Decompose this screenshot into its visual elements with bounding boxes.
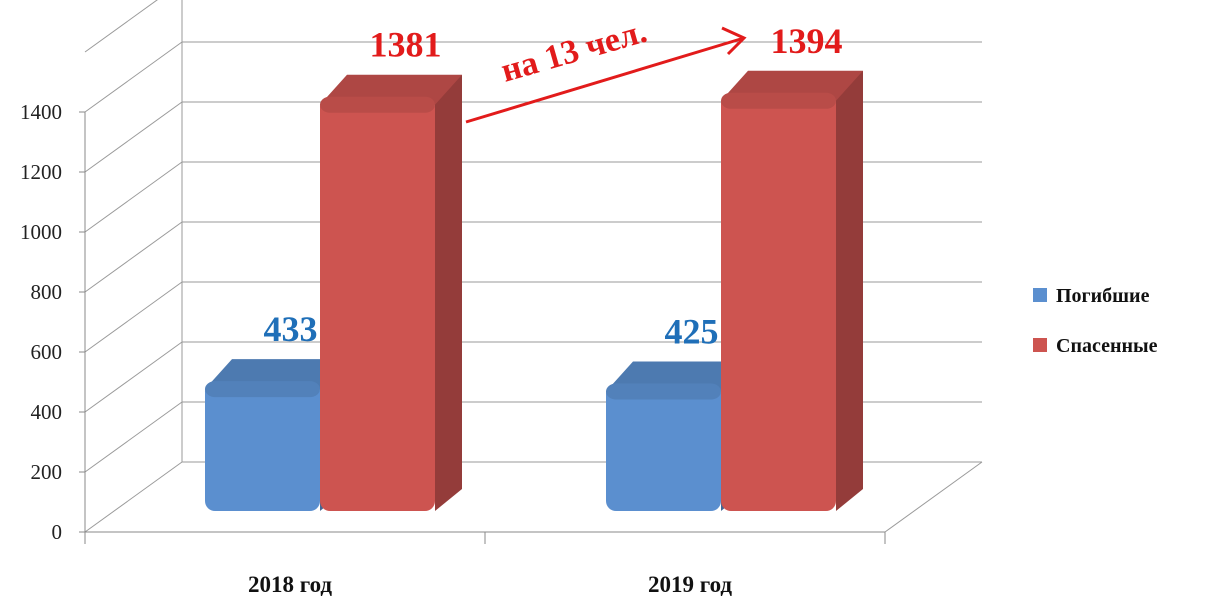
legend-swatch-spasennye [1033, 338, 1047, 352]
change-annotation: на 13 чел. [465, 13, 747, 124]
gridline-side [84, 161, 183, 233]
bar-front [205, 381, 320, 511]
data-label-spasennye-2018: 1381 [370, 25, 442, 65]
legend-swatch-pogibshie [1033, 288, 1047, 302]
gridline-side [84, 461, 183, 533]
legend-label-pogibshie: Погибшие [1056, 285, 1150, 307]
annotation-arrowhead [721, 26, 747, 56]
bar-front [721, 92, 836, 512]
y-tick-label: 800 [31, 280, 63, 304]
bar-cap [606, 383, 721, 400]
bar-cap [721, 92, 836, 109]
bar-cap [205, 381, 320, 398]
gridline-side [84, 341, 183, 413]
y-tick-label: 1400 [20, 100, 62, 124]
y-tick-label: 400 [31, 400, 63, 424]
y-tick-label: 1200 [20, 160, 62, 184]
chart-axes [79, 111, 886, 544]
bars [205, 70, 863, 512]
category-label-2019: 2019 год [648, 572, 732, 597]
gridline-side [84, 101, 183, 173]
category-label-2018: 2018 год [248, 572, 332, 597]
bar-front [320, 96, 435, 511]
gridline-side [84, 0, 158, 53]
data-labels: 433 425 1381 1394 [264, 21, 843, 352]
floor-edge [884, 461, 983, 533]
category-labels: 2018 год 2019 год [248, 572, 732, 597]
gridline-side [84, 281, 183, 353]
legend-label-spasennye: Спасенные [1056, 335, 1158, 357]
legend: Погибшие Спасенные [1033, 285, 1158, 357]
gridline-side [84, 401, 183, 473]
y-tick-label: 200 [31, 460, 63, 484]
y-tick-label: 0 [52, 520, 63, 544]
gridline-side [84, 41, 183, 113]
annotation-label: на 13 чел. [497, 13, 651, 90]
y-tick-label: 600 [31, 340, 63, 364]
data-label-spasennye-2019: 1394 [771, 21, 843, 61]
data-label-pogibshie-2018: 433 [264, 309, 318, 349]
y-tick-label: 1000 [20, 220, 62, 244]
bar-side [435, 74, 462, 511]
bar-side [836, 70, 863, 512]
bar-spasennye-2018 [320, 74, 462, 511]
bar-spasennye-2019 [721, 70, 863, 512]
y-tick-labels: 0 200 400 600 800 1000 1200 1400 [20, 100, 62, 544]
data-label-pogibshie-2019: 425 [665, 312, 719, 352]
annotation-arrow [465, 36, 745, 124]
bar-cap [320, 96, 435, 113]
gridline-side [84, 221, 183, 293]
bar-front [606, 383, 721, 511]
